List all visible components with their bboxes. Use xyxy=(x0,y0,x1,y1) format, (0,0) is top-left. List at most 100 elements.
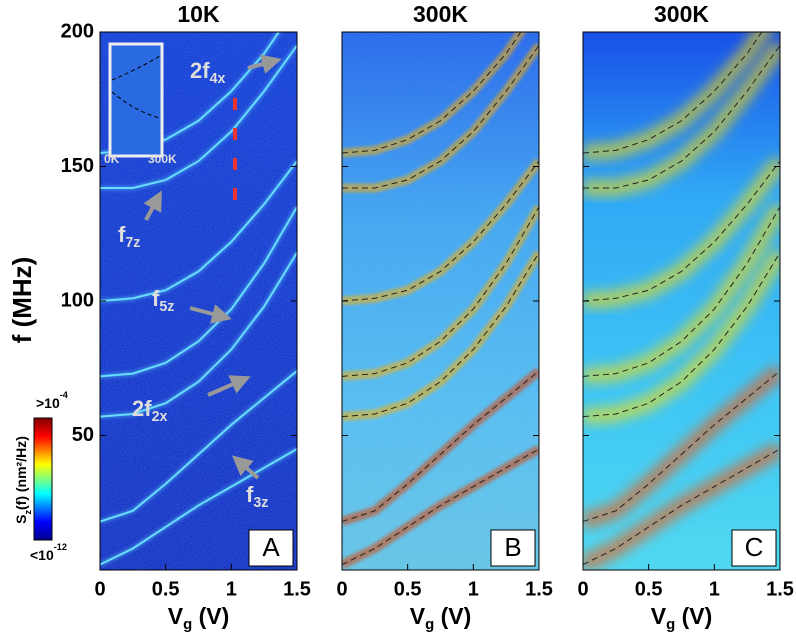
panel-title: 300K xyxy=(413,1,468,27)
x-tick-label: 0.5 xyxy=(635,578,663,600)
panel-title: 300K xyxy=(654,1,709,27)
panel-label: A xyxy=(262,532,280,562)
mode-dash xyxy=(342,370,539,523)
text-part: f xyxy=(118,222,126,247)
subscript: 2x xyxy=(152,409,168,425)
inset xyxy=(108,42,164,158)
colorbar-label: Sz(f) (nm²/Hz) xyxy=(13,436,34,524)
panel: 10K A 0 0.5 1 1.5 50 100 150 200 Vg (V) xyxy=(61,1,311,633)
mode-dash xyxy=(583,206,780,377)
mode-dash xyxy=(583,252,780,418)
x-tick-label: 0 xyxy=(336,578,347,600)
panel: 300K B 0 0.5 1 1.5 Vg (V) xyxy=(336,1,552,633)
annotation-arrow xyxy=(207,375,251,397)
marker-dash xyxy=(233,188,237,200)
annotation-arrow xyxy=(143,190,162,221)
x-tick-label: 1 xyxy=(468,578,479,600)
mode-dash xyxy=(342,45,539,189)
text-part: S xyxy=(13,515,29,524)
subscript: 3z xyxy=(253,495,268,511)
inset-label: 300K xyxy=(148,152,177,166)
text-part: V xyxy=(651,603,667,629)
colorbar xyxy=(33,417,53,541)
mode-line xyxy=(100,160,297,302)
text-part: f xyxy=(246,482,254,507)
mode-dash xyxy=(583,45,780,189)
y-tick-label: 50 xyxy=(72,424,94,446)
annotation-arrow xyxy=(247,54,282,74)
mode-line xyxy=(100,448,297,566)
annotation: f3z xyxy=(246,482,268,511)
subscript: 4x xyxy=(210,71,226,87)
subscript: z xyxy=(23,510,33,515)
text-part: <10 xyxy=(30,547,54,563)
superscript: -4 xyxy=(60,390,69,400)
mode-dash xyxy=(342,160,539,302)
text-part: 2f xyxy=(190,58,210,83)
subscript: g xyxy=(425,616,434,633)
x-axis-label: Vg (V) xyxy=(410,603,472,633)
text-part: (V) xyxy=(675,603,712,629)
y-tick-label: 200 xyxy=(61,20,94,42)
mode-line xyxy=(100,370,297,523)
y-tick-label: 150 xyxy=(61,155,94,177)
x-tick-label: 0.5 xyxy=(152,578,180,600)
annotation: f5z xyxy=(152,286,174,315)
mode-line xyxy=(100,252,297,418)
inset-label: 0K xyxy=(104,152,120,166)
inset-curve xyxy=(111,91,161,119)
x-tick-label: 1.5 xyxy=(525,578,553,600)
x-tick-label: 0.5 xyxy=(394,578,422,600)
mode-dash xyxy=(342,206,539,377)
annotation: 2f4x xyxy=(190,58,226,87)
y-axis-label: f (MHz) xyxy=(7,257,37,344)
x-tick-label: 0 xyxy=(94,578,105,600)
text-part: V xyxy=(168,603,184,629)
mode-line xyxy=(100,206,297,378)
mode-dash xyxy=(583,32,763,154)
annotation: f7z xyxy=(118,222,140,251)
subscript: 5z xyxy=(159,299,174,315)
annotation: 2f2x xyxy=(132,396,168,425)
mode-dash xyxy=(583,160,780,302)
x-tick-label: 1 xyxy=(226,578,237,600)
mode-dash xyxy=(342,252,539,418)
marker-dash xyxy=(233,98,237,110)
inset-curve xyxy=(111,55,161,81)
annotation-arrow xyxy=(231,455,260,480)
label-box xyxy=(490,529,536,567)
x-axis-label: Vg (V) xyxy=(168,603,230,633)
x-tick-label: 0 xyxy=(577,578,588,600)
marker-dash xyxy=(233,158,237,170)
x-axis-label: Vg (V) xyxy=(651,603,713,633)
annotation-arrow xyxy=(189,304,232,324)
text-part: f xyxy=(152,286,160,311)
plot-area xyxy=(342,32,539,570)
panel: 300K C 0 0.5 1 1.5 Vg (V) xyxy=(577,1,793,633)
label-box xyxy=(248,529,294,567)
colorbar-max: >10-4 xyxy=(36,390,69,410)
mode-dash xyxy=(342,32,522,154)
text-part: (V) xyxy=(192,603,229,629)
x-tick-label: 1.5 xyxy=(283,578,311,600)
text-part: >10 xyxy=(36,395,60,411)
superscript: -12 xyxy=(54,542,67,552)
subscript: g xyxy=(666,616,675,633)
text-part: V xyxy=(410,603,426,629)
text-part: (V) xyxy=(434,603,471,629)
x-tick-label: 1 xyxy=(709,578,720,600)
text-part: (f) (nm²/Hz) xyxy=(13,436,29,510)
subscript: 7z xyxy=(125,235,140,251)
subscript: g xyxy=(183,616,192,633)
colorbar-min: <10-12 xyxy=(30,542,67,562)
marker-dash xyxy=(233,128,237,140)
plot-area xyxy=(583,32,780,570)
text-part: 2f xyxy=(132,396,152,421)
panel-title: 10K xyxy=(177,1,220,27)
mode-line xyxy=(100,44,297,190)
panel-label: C xyxy=(745,532,764,562)
x-tick-label: 1.5 xyxy=(766,578,794,600)
mode-dash xyxy=(583,448,780,566)
y-tick-label: 100 xyxy=(61,289,94,311)
